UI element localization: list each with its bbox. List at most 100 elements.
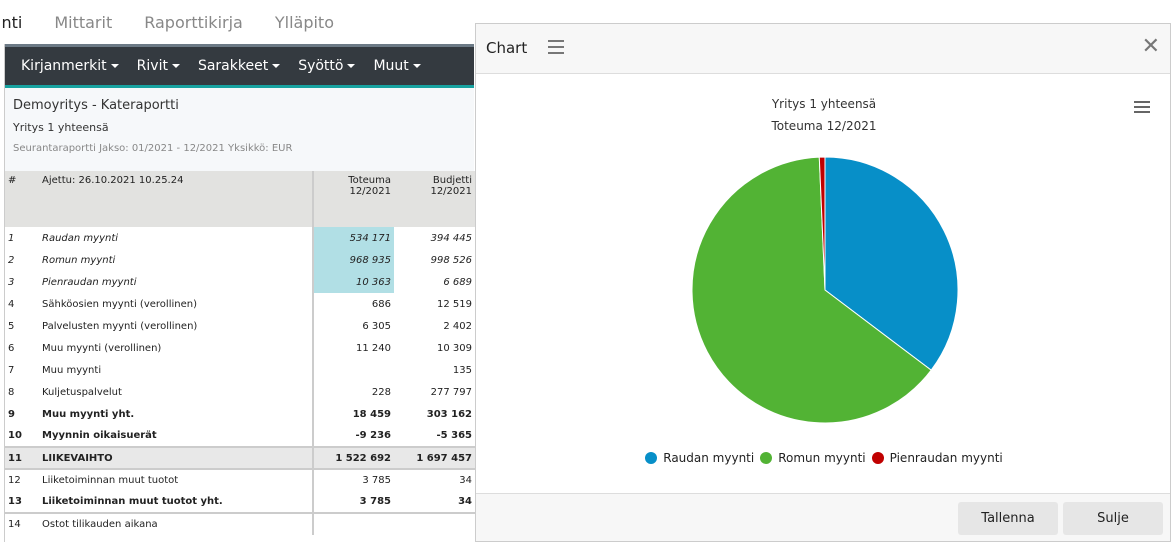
row-budjetti: 135: [452, 364, 472, 376]
row-budjetti: [394, 512, 475, 535]
row-toteuma: 3 785: [312, 469, 394, 491]
row-label: Kuljetuspalvelut: [42, 386, 122, 398]
row-label: Muu myynti: [42, 364, 102, 376]
row-label: Pienraudan myynti: [42, 276, 137, 288]
row-budjetti: 1 697 457: [394, 446, 475, 470]
legend-marker-icon: [871, 452, 884, 464]
table-row[interactable]: 1 Raudan myynti 534 171 394 445: [5, 227, 475, 249]
nav-mittarit[interactable]: Mittarit: [54, 12, 113, 32]
legend-item[interactable]: Pienraudan myynti: [871, 451, 1003, 465]
menu-muut[interactable]: Muut: [373, 58, 420, 74]
chart-menu-icon[interactable]: [1134, 101, 1150, 116]
row-toteuma: 6 305: [312, 315, 394, 337]
row-toteuma: 228: [312, 381, 394, 403]
table-row[interactable]: 4 Sähköosien myynti (verollinen) 686 12 519: [5, 293, 475, 315]
row-number: 8: [8, 386, 15, 398]
row-budjetti: 34: [458, 496, 472, 507]
table-row[interactable]: 2 Romun myynti 968 935 998 526: [5, 249, 475, 271]
legend-label: Raudan myynti: [663, 451, 755, 465]
row-toteuma: 11 240: [312, 337, 394, 359]
table-row[interactable]: 14 Ostot tilikauden aikana: [5, 512, 475, 535]
table-row[interactable]: 10 Myynnin oikaisuerät -9 236 -5 365: [5, 425, 475, 447]
chart-subtitle: Toteuma 12/2021: [771, 119, 877, 133]
table-row[interactable]: 6 Muu myynti (verollinen) 11 240 10 309: [5, 337, 475, 359]
row-toteuma: [312, 359, 394, 381]
chart-legend: Raudan myynti Romun myynti Pienraudan myyn…: [476, 451, 1171, 465]
table-row[interactable]: 9 Muu myynti yht. 18 459 303 162: [5, 403, 475, 425]
row-budjetti: 2 402: [443, 320, 472, 332]
row-number: 10: [8, 430, 22, 441]
row-number: 9: [8, 408, 15, 420]
row-label: Romun myynti: [42, 254, 116, 266]
legend-item[interactable]: Raudan myynti: [645, 451, 754, 465]
table-row[interactable]: 8 Kuljetuspalvelut 228 277 797: [5, 381, 475, 403]
dialog-header: Chart ✕: [476, 24, 1170, 74]
table-row[interactable]: 12 Liiketoiminnan muut tuotot 3 785 34: [5, 469, 475, 491]
row-budjetti: 394 445: [430, 232, 472, 244]
menu-syotto[interactable]: Syöttö: [298, 58, 355, 74]
row-budjetti: 998 526: [430, 254, 472, 266]
row-budjetti: 34: [459, 475, 472, 486]
row-budjetti: 10 309: [437, 342, 472, 354]
hamburger-menu-icon[interactable]: [548, 40, 564, 58]
row-toteuma: -9 236: [312, 425, 394, 447]
table-row[interactable]: 3 Pienraudan myynti 10 363 6 689: [5, 271, 475, 293]
row-label: Raudan myynti: [42, 232, 119, 244]
pie-chart: [691, 156, 959, 424]
table-row[interactable]: 7 Muu myynti 135: [5, 359, 475, 381]
menu-kirjanmerkit[interactable]: Kirjanmerkit: [21, 58, 119, 74]
legend-label: Romun myynti: [778, 451, 866, 465]
row-label: Sähköosien myynti (verollinen): [42, 298, 197, 310]
menu-sarakkeet[interactable]: Sarakkeet: [198, 58, 280, 74]
row-number: 6: [8, 342, 15, 354]
legend-label: Pienraudan myynti: [889, 451, 1003, 465]
row-toteuma: [312, 512, 394, 535]
table-row[interactable]: 13 Liiketoiminnan muut tuotot yht. 3 785 34: [5, 491, 475, 513]
row-toteuma: 18 459: [312, 403, 394, 425]
row-toteuma: 1 522 692: [312, 446, 394, 470]
row-toteuma: 3 785: [312, 491, 394, 513]
col-budjetti: Budjetti 12/2021: [394, 171, 475, 227]
row-label: Muu myynti yht.: [42, 408, 135, 420]
table-row[interactable]: 11 LIIKEVAIHTO 1 522 692 1 697 457: [5, 446, 475, 470]
report-table: # Ajettu: 26.10.2021 10.25.24 Toteuma 12/…: [5, 171, 475, 535]
row-number: 12: [8, 475, 21, 486]
chart-dialog: Chart ✕ Yritys 1 yhteensä Toteuma 12/202…: [475, 23, 1171, 542]
nav-raportointi[interactable]: inti: [0, 12, 23, 32]
report-panel: Kirjanmerkit Rivit Sarakkeet Syöttö Muut…: [4, 44, 475, 542]
row-number: 13: [8, 496, 22, 507]
row-number: 3: [8, 276, 15, 288]
col-run: Ajettu: 26.10.2021 10.25.24: [39, 171, 313, 227]
row-number: 11: [5, 446, 39, 470]
row-label: Liiketoiminnan muut tuotot: [42, 475, 179, 486]
legend-marker-icon: [645, 452, 658, 464]
col-num: #: [5, 171, 39, 227]
menu-rivit[interactable]: Rivit: [137, 58, 180, 74]
report-header: Demoyritys - Kateraportti Yritys 1 yhtee…: [5, 88, 474, 171]
row-label: Ostot tilikauden aikana: [39, 512, 313, 535]
close-button[interactable]: Sulje: [1063, 502, 1163, 535]
save-button[interactable]: Tallenna: [958, 502, 1058, 535]
nav-raporttikirja[interactable]: Raporttikirja: [144, 12, 243, 32]
table-header: # Ajettu: 26.10.2021 10.25.24 Toteuma 12/…: [5, 171, 475, 227]
dialog-title: Chart: [486, 39, 528, 57]
pie-slice-1[interactable]: [691, 156, 932, 424]
row-number: 5: [8, 320, 15, 332]
chart-title: Yritys 1 yhteensä: [771, 97, 877, 111]
row-toteuma: 968 935: [312, 249, 394, 271]
report-info: Seurantaraportti Jakso: 01/2021 - 12/202…: [13, 143, 293, 154]
report-toolbar: Kirjanmerkit Rivit Sarakkeet Syöttö Muut: [5, 44, 474, 88]
row-number: 14: [5, 512, 39, 535]
table-row[interactable]: 5 Palvelusten myynti (verollinen) 6 305 2 4…: [5, 315, 475, 337]
pie-slice-2[interactable]: [818, 156, 826, 291]
close-icon[interactable]: ✕: [1141, 34, 1160, 59]
row-label: Muu myynti (verollinen): [42, 342, 162, 354]
row-number: 7: [8, 364, 15, 376]
row-number: 4: [8, 298, 15, 310]
row-label: LIIKEVAIHTO: [39, 446, 313, 470]
report-title: Demoyritys - Kateraportti: [13, 98, 179, 113]
legend-item[interactable]: Romun myynti: [760, 451, 866, 465]
nav-yllapito[interactable]: Ylläpito: [274, 12, 334, 32]
pie-slice-0[interactable]: [824, 156, 959, 371]
row-toteuma: 686: [312, 293, 394, 315]
